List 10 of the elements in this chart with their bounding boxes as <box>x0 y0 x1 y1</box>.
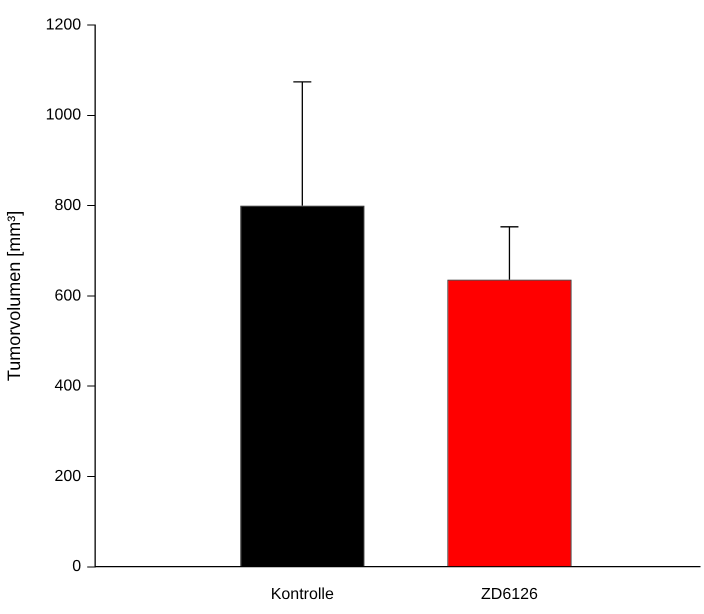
y-tick-label: 1000 <box>46 106 82 124</box>
y-axis-title: Tumorvolumen [mm³] <box>4 210 24 382</box>
y-tick-label: 400 <box>54 378 82 395</box>
y-tick-label: 600 <box>54 287 82 304</box>
y-tick-label: 200 <box>54 468 82 485</box>
y-tick-label: 1200 <box>46 16 82 34</box>
y-tick-label: 800 <box>54 197 82 214</box>
x-tick-label: ZD6126 <box>480 586 538 603</box>
y-tick-label: 0 <box>72 558 82 576</box>
x-tick-label: Kontrolle <box>270 586 334 603</box>
